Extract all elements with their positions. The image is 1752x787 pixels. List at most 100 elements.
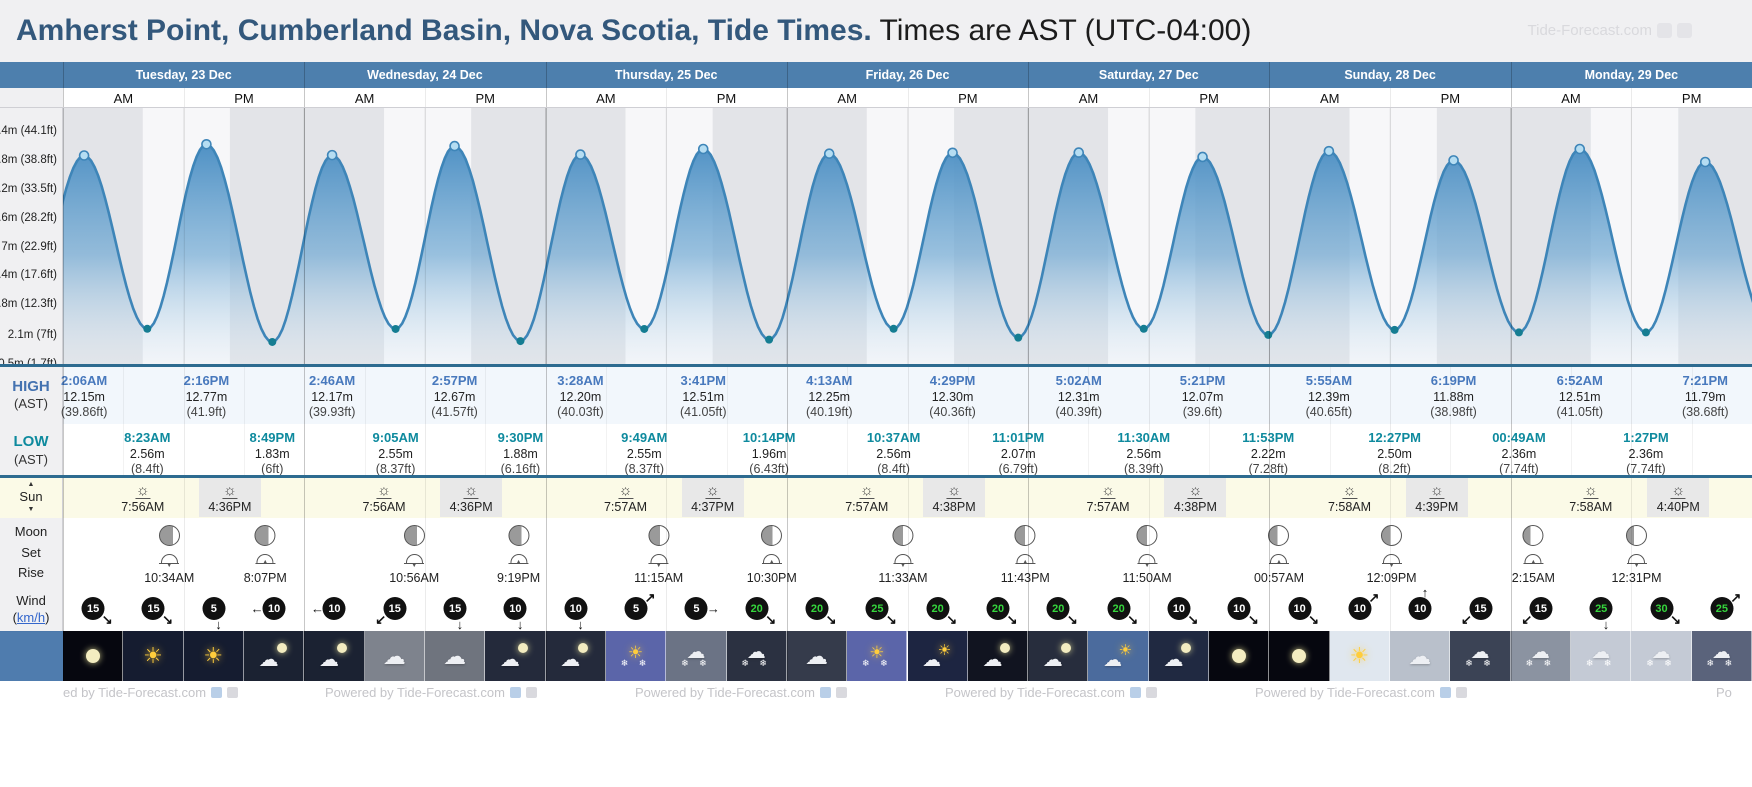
horizon-line — [1583, 498, 1599, 499]
high-tide-cell: 4:13AM 12.25m (40.19ft) — [806, 373, 853, 420]
horizon-line — [859, 498, 875, 499]
moon-set-horizon: ▼ — [159, 562, 180, 571]
horizon-line — [705, 498, 721, 499]
sun-icon: ☀ — [1349, 643, 1370, 668]
cloud-snow-icon: ☁ ❄ ❄ — [1646, 641, 1676, 669]
powered-by-text[interactable]: Powered by Tide-Forecast.com — [1255, 685, 1435, 700]
sunrise-cell: ☼ 7:58AM — [1328, 483, 1371, 514]
y-axis-tick: 7m (22.9ft) — [1, 240, 57, 253]
wind-speed-value: 20 — [1052, 602, 1065, 615]
y-axis-tick: 5.4m (17.6ft) — [0, 269, 57, 282]
tide-height-ft: (40.19ft) — [805, 404, 853, 419]
wind-direction-arrow-icon: ↓ — [577, 617, 584, 632]
powered-by-text[interactable]: Po — [1716, 685, 1732, 700]
low-tide-marker — [640, 324, 649, 333]
weather-tile: ☀ ❄ ❄ — [605, 631, 667, 681]
wind-direction-arrow-icon: ↓ — [215, 617, 222, 632]
moon-row-bg — [0, 518, 1752, 589]
y-axis-tick: 11.8m (38.8ft) — [0, 153, 57, 166]
sunset-time: 4:39PM — [1415, 500, 1459, 514]
sunset-cell: ☼ 4:38PM — [1174, 483, 1217, 514]
wind-direction-arrow-icon: ← — [250, 601, 264, 616]
wind-direction-arrow-icon: ↘ — [1247, 612, 1259, 627]
high-tide-cell: 4:29PM 12.30m (40.36ft) — [929, 373, 976, 420]
cloud-moon-icon: ☁ — [1043, 643, 1073, 670]
moon-rise-time: 2:15AM — [1511, 571, 1555, 585]
footer-badge-icon[interactable] — [1129, 687, 1141, 698]
weather-tile: ☁ ❄ ❄ — [1691, 631, 1752, 681]
weather-tile: ☁ — [1148, 631, 1210, 681]
low-tide-marker — [1139, 324, 1148, 333]
moon-set-time: 12:09PM — [1366, 571, 1417, 585]
tide-height-ft: (8.39ft) — [1123, 461, 1164, 476]
cloud-snow-icon: ☁ ❄ ❄ — [681, 641, 711, 669]
tide-height-m: 1.88m — [503, 446, 538, 461]
high-tide-marker — [947, 147, 958, 159]
kmh-unit-link[interactable]: km/h — [16, 609, 46, 625]
day-header-saturday: Saturday, 27 Dec — [1028, 62, 1270, 88]
day-separator — [786, 62, 788, 681]
powered-by-link[interactable]: Po — [1716, 685, 1732, 700]
footer-badge-icon[interactable] — [1439, 687, 1451, 698]
horizon-line — [1429, 498, 1445, 499]
footer-badge-icon[interactable] — [211, 687, 223, 698]
moon-set-horizon: ▼ — [1137, 562, 1158, 571]
powered-by-link[interactable]: Powered by Tide-Forecast.com — [325, 685, 537, 700]
footer-badge-icon[interactable] — [227, 687, 239, 698]
powered-by-link[interactable]: Powered by Tide-Forecast.com — [1255, 685, 1467, 700]
powered-by-link[interactable]: Powered by Tide-Forecast.com — [635, 685, 847, 700]
powered-by-link[interactable]: Powered by Tide-Forecast.com — [945, 685, 1157, 700]
horizon-line — [376, 498, 392, 499]
quarter-separator — [1329, 366, 1331, 477]
sunset-time: 4:38PM — [1173, 500, 1217, 514]
moon-set-time: 11:15AM — [634, 571, 684, 585]
tide-height-m: 12.20m — [559, 389, 602, 404]
footer-badge-icon[interactable] — [819, 687, 831, 698]
footer-badge-icon[interactable] — [835, 687, 847, 698]
tide-height-ft: (41.57ft) — [431, 404, 478, 419]
weather-tile: ☀ — [1329, 631, 1391, 681]
footer-badge-icon[interactable] — [509, 687, 521, 698]
moon-phase-icon — [761, 525, 783, 546]
cloud-icon: ☁ — [382, 642, 406, 669]
moon-set-cell: ▼ 11:15AM — [634, 525, 683, 585]
footer-badge-icon[interactable] — [525, 687, 537, 698]
ampm-cell-pm: PM — [666, 88, 787, 108]
sunset-arrow-icon: ▼ — [27, 505, 35, 513]
quarter-separator — [1571, 366, 1573, 477]
half-day-separator — [666, 88, 668, 631]
sunrise-cell: ☼ 7:57AM — [845, 483, 888, 514]
weather-tile: ☁ — [545, 631, 606, 681]
tide-time: 9:30PM — [497, 430, 544, 445]
powered-by-text[interactable]: ed by Tide-Forecast.com — [63, 685, 207, 700]
horizon-line — [135, 498, 151, 499]
powered-by-text[interactable]: Powered by Tide-Forecast.com — [325, 685, 505, 700]
wind-speed-value: 20 — [810, 602, 824, 615]
tide-time: 5:55AM — [1305, 373, 1353, 388]
footer-badge-icon[interactable] — [1455, 687, 1467, 698]
wind-speed-value: 15 — [87, 602, 100, 615]
wind-direction-arrow-icon: ↘ — [885, 612, 897, 627]
sunrise-icon: ☼ — [1342, 482, 1357, 499]
moon-rise-cell: ▲ 8:07PM — [244, 525, 287, 585]
wind-direction-arrow-icon: ← — [310, 601, 324, 616]
powered-by-text[interactable]: Powered by Tide-Forecast.com — [945, 685, 1125, 700]
cloud-snow-icon: ☁ ❄ ❄ — [1585, 641, 1616, 669]
moon-set-time: 11:50AM — [1122, 571, 1172, 585]
moon-rise-cell: ▲ 00:57AM — [1254, 525, 1304, 585]
tide-time: 1:27PM — [1623, 430, 1669, 445]
wind-speed-value: 5 — [693, 602, 700, 615]
high-label: HIGH — [12, 377, 50, 395]
moon-phase-icon — [1268, 525, 1290, 546]
wind-speed-badge: 15 ↙ — [1461, 597, 1493, 626]
moon-icon — [85, 649, 100, 663]
wind-direction-arrow-icon: ↘ — [101, 612, 113, 627]
moon-rise-time: 00:57AM — [1253, 571, 1304, 585]
footer-badge-icon[interactable] — [1145, 687, 1157, 698]
weather-tile: ☁ ❄ ❄ — [1450, 631, 1511, 681]
wind-speed-value: 10 — [328, 602, 341, 615]
wind-direction-arrow-icon: ↓ — [1602, 617, 1610, 632]
powered-by-link[interactable]: ed by Tide-Forecast.com — [63, 685, 239, 700]
powered-by-text[interactable]: Powered by Tide-Forecast.com — [635, 685, 815, 700]
sunrise-icon: ☼ — [618, 482, 633, 499]
